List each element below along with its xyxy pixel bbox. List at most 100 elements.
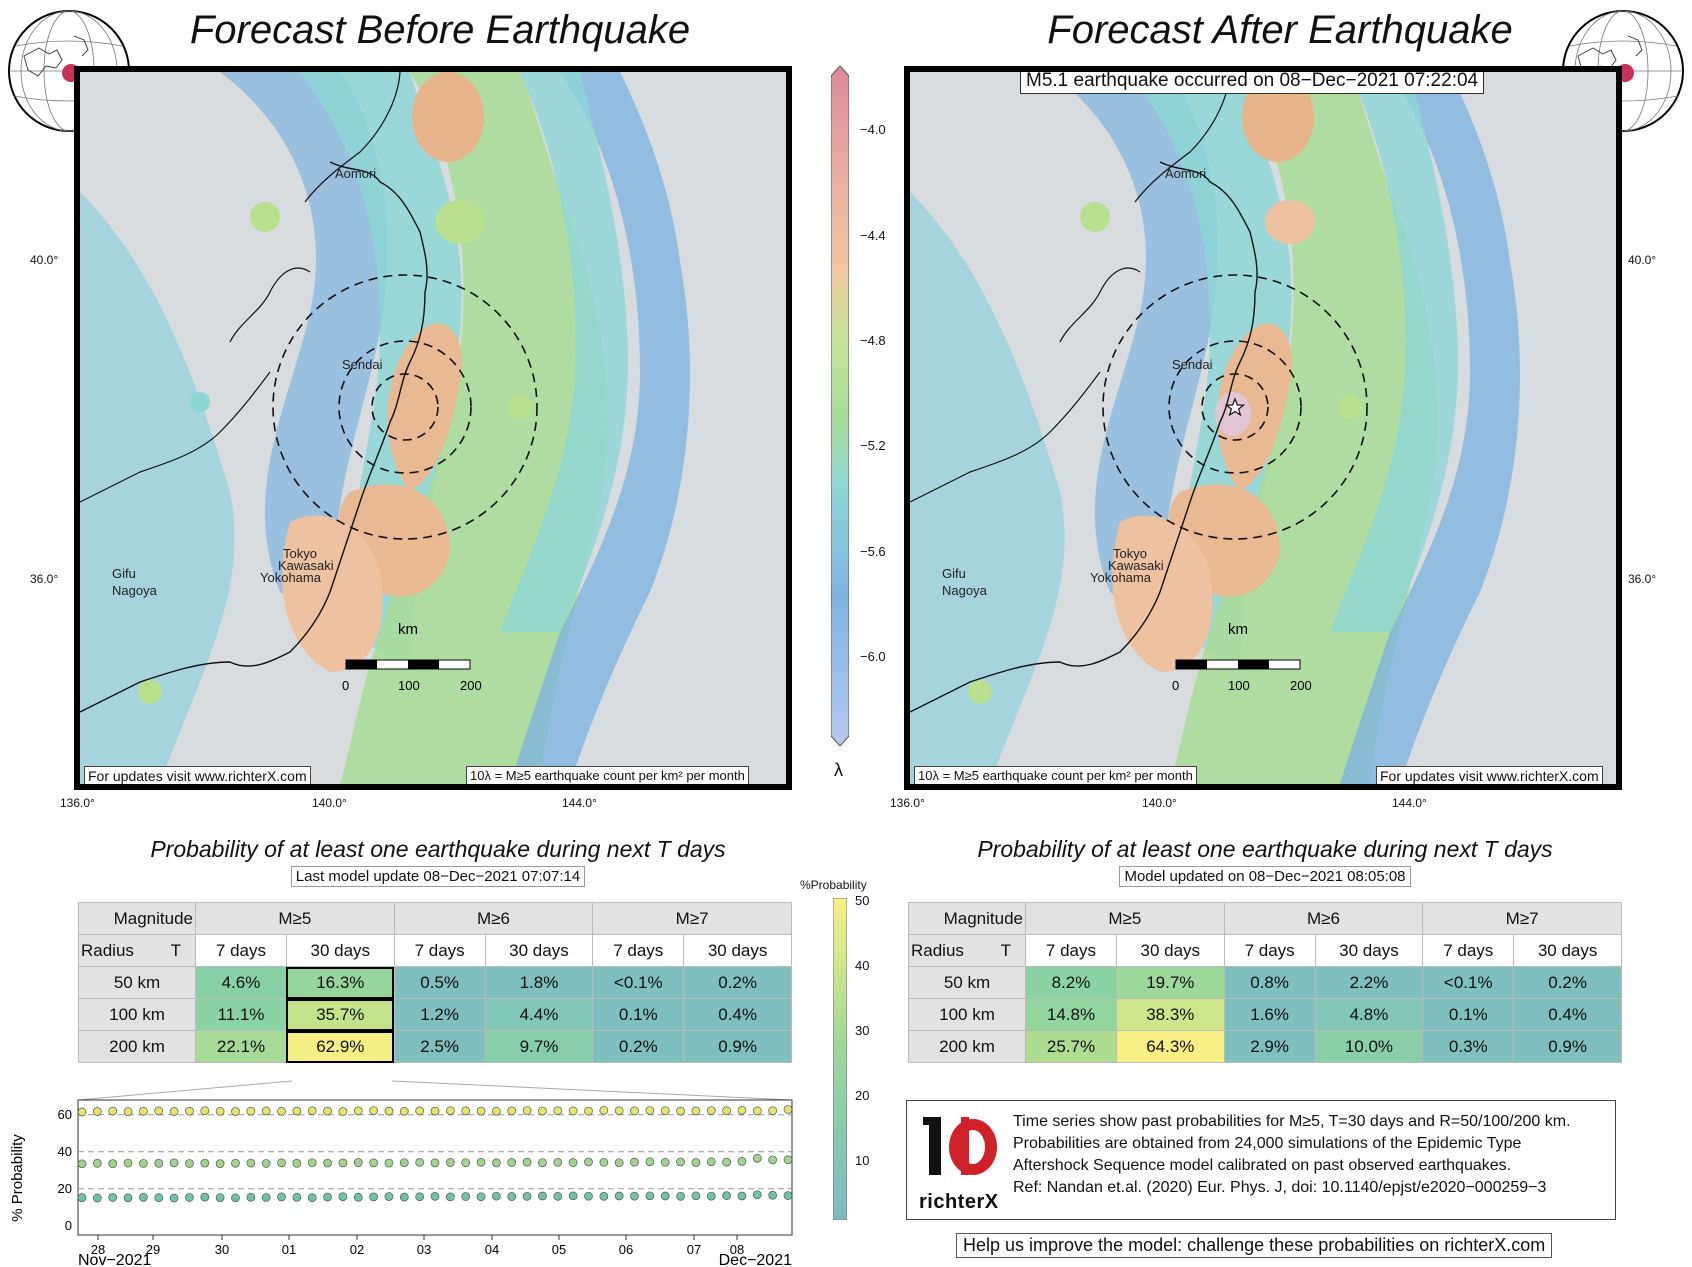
ts-point [445, 1192, 455, 1202]
ts-point [185, 1159, 194, 1168]
prob-cell[interactable]: 0.9% [1513, 1030, 1622, 1063]
prob-cell[interactable]: 2.2% [1314, 966, 1424, 999]
ts-point [492, 1106, 501, 1116]
right-forecast-map[interactable]: Aomori Sendai Tokyo Kawasaki Yokohama Gi… [904, 66, 1622, 790]
prob-cell[interactable]: 9.7% [484, 1030, 594, 1063]
radius-t-header: Radius T [908, 934, 1026, 967]
ts-point [108, 1159, 118, 1168]
right-update-note: For updates visit www.richterX.com [1376, 766, 1603, 784]
right-lon-tick-140: 140.0° [1142, 796, 1177, 810]
ts-point [384, 1106, 394, 1116]
prob-cell[interactable]: 2.9% [1223, 1030, 1316, 1063]
probability-time-series: % Probability 0 20 40 60 28 29 30 01 02 03 04 05 06… [9, 1080, 793, 1267]
prob-cell[interactable]: 4.8% [1314, 998, 1424, 1031]
prob-cell[interactable]: 2.5% [393, 1030, 486, 1063]
prob-cell[interactable]: 19.7% [1115, 966, 1225, 999]
prob-cell[interactable]: 0.9% [683, 1030, 792, 1063]
left-lambda-legend: 10λ = M≥5 earthquake count per km² per m… [466, 766, 749, 784]
prob-cell[interactable]: 0.8% [1223, 966, 1316, 999]
prob-cell[interactable]: 25.7% [1025, 1030, 1117, 1063]
city-tokyo: Tokyo [283, 546, 317, 561]
prob-colorbar-tick: 30 [855, 1023, 870, 1038]
prob-cell[interactable]: 14.8% [1025, 998, 1117, 1031]
ts-point [277, 1106, 286, 1116]
ts-point [246, 1192, 256, 1202]
prob-cell[interactable]: 35.7% [285, 998, 395, 1031]
prob-cell[interactable]: 64.3% [1115, 1030, 1225, 1063]
ts-point [737, 1191, 747, 1201]
help-link[interactable]: Help us improve the model: challenge the… [956, 1233, 1553, 1258]
richterx-logo-icon [923, 1117, 997, 1175]
svg-text:0: 0 [1172, 678, 1179, 693]
ts-point [323, 1192, 332, 1202]
left-lat-tick-36: 36.0° [30, 572, 59, 586]
ts-point [246, 1106, 256, 1116]
ts-point [676, 1157, 685, 1167]
prob-cell[interactable]: 0.1% [1422, 998, 1515, 1031]
ts-point [752, 1153, 762, 1163]
ts-point [752, 1190, 762, 1200]
ts-point [430, 1191, 440, 1201]
prob-cell[interactable]: 0.2% [592, 1030, 685, 1063]
prob-cell[interactable]: 10.0% [1314, 1030, 1424, 1063]
period-header: 7 days [393, 934, 486, 967]
magnitude-header: Magnitude [908, 902, 1026, 935]
ts-point [169, 1193, 179, 1203]
prob-cell[interactable]: 4.4% [484, 998, 594, 1031]
mag-header: M≥6 [1223, 902, 1424, 935]
prob-cell[interactable]: 0.2% [683, 966, 792, 999]
ts-point [307, 1158, 317, 1168]
prob-cell[interactable]: 38.3% [1115, 998, 1225, 1031]
prob-cell[interactable]: <0.1% [592, 966, 685, 999]
left-forecast-map[interactable]: Aomori Sendai Tokyo Kawasaki Yokohama Gi… [74, 66, 792, 790]
ts-point [323, 1158, 332, 1168]
prob-cell[interactable]: 11.1% [195, 998, 287, 1031]
prob-cell[interactable]: 62.9% [285, 1030, 395, 1063]
ts-point [507, 1192, 517, 1201]
right-lon-tick-144: 144.0° [1392, 796, 1427, 810]
ts-xtick: 03 [417, 1242, 431, 1257]
ts-point [599, 1157, 609, 1167]
prob-cell[interactable]: 0.2% [1513, 966, 1622, 999]
prob-cell[interactable]: 0.4% [1513, 998, 1622, 1031]
ts-point [522, 1191, 532, 1201]
prob-cell[interactable]: <0.1% [1422, 966, 1515, 999]
city-kawasaki: Kawasaki [278, 558, 334, 573]
ts-point [338, 1107, 348, 1116]
prob-cell[interactable]: 0.3% [1422, 1030, 1515, 1063]
prob-cell[interactable]: 1.8% [484, 966, 594, 999]
prob-cell[interactable]: 0.1% [592, 998, 685, 1031]
city-gifu: Gifu [942, 566, 966, 581]
ts-point [185, 1193, 194, 1202]
info-box: richterX Time series show past probabili… [906, 1100, 1616, 1220]
prob-cell[interactable]: 8.2% [1025, 966, 1117, 999]
ts-point [630, 1157, 639, 1167]
radius-label: 50 km [78, 966, 196, 999]
prob-cell[interactable]: 1.6% [1223, 998, 1316, 1031]
ts-point [215, 1193, 225, 1202]
prob-cell[interactable]: 16.3% [285, 966, 395, 999]
prob-colorbar-tick: 10 [855, 1153, 870, 1168]
ts-point [139, 1159, 148, 1168]
ts-point [77, 1193, 87, 1202]
mag-header: M≥7 [1422, 902, 1622, 935]
period-header: 7 days [1422, 934, 1515, 967]
svg-text:km: km [398, 621, 418, 638]
ts-xtick: 01 [282, 1242, 296, 1257]
city-nagoya: Nagoya [112, 583, 158, 598]
prob-colorbar-tick: 40 [855, 958, 870, 973]
prob-cell[interactable]: 0.5% [393, 966, 486, 999]
prob-cell[interactable]: 0.4% [683, 998, 792, 1031]
prob-cell[interactable]: 4.6% [195, 966, 287, 999]
period-header: 30 days [1513, 934, 1622, 967]
prob-cell[interactable]: 1.2% [393, 998, 486, 1031]
prob-cell[interactable]: 22.1% [195, 1030, 287, 1063]
ts-point [476, 1192, 486, 1202]
svg-text:200: 200 [460, 678, 482, 693]
epicenter-star-icon[interactable] [1224, 397, 1246, 417]
ts-point [338, 1192, 348, 1202]
ts-point [338, 1158, 348, 1168]
left-lon-tick-144: 144.0° [562, 796, 597, 810]
ts-point [92, 1107, 102, 1116]
ts-month-right: Dec−2021 [719, 1252, 792, 1267]
